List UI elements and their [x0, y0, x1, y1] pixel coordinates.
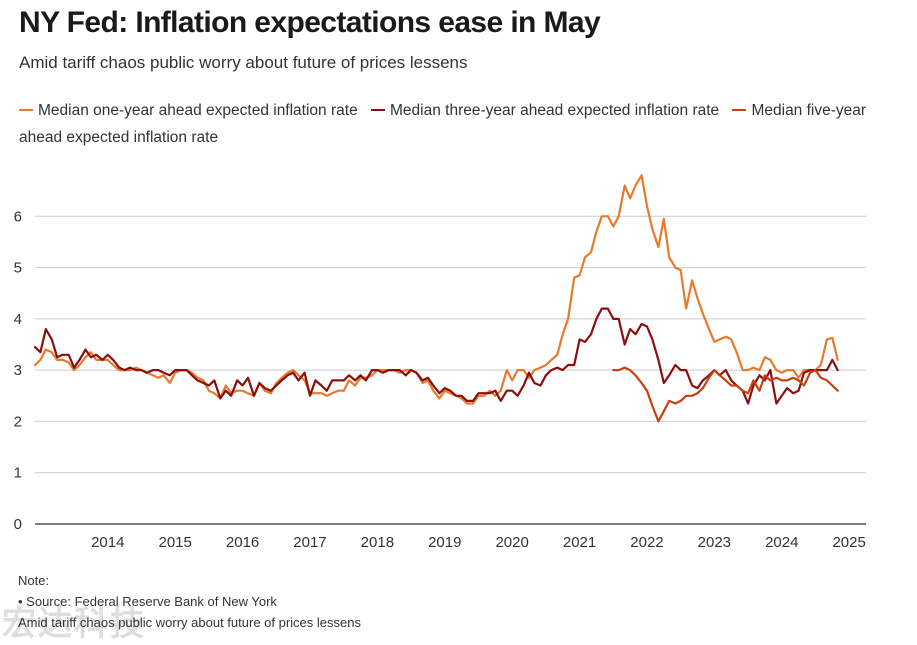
- y-tick-label: 4: [14, 311, 22, 328]
- x-tick-label: 2015: [158, 534, 191, 551]
- x-tick-label: 2021: [563, 534, 596, 551]
- y-tick-label: 6: [14, 208, 22, 225]
- chart-title: NY Fed: Inflation expectations ease in M…: [19, 6, 601, 39]
- x-tick-label: 2020: [495, 534, 528, 551]
- series-line-3: [612, 366, 839, 423]
- x-tick-label: 2019: [428, 534, 461, 551]
- chart-notes: Note: • Source: Federal Reserve Bank of …: [18, 570, 361, 633]
- chart-subtitle: Amid tariff chaos public worry about fut…: [19, 53, 468, 72]
- y-tick-label: 0: [14, 516, 22, 533]
- x-tick-label: 2023: [698, 534, 731, 551]
- x-tick-label: 2018: [361, 534, 394, 551]
- y-tick-label: 1: [14, 465, 22, 482]
- series-line-1: [33, 174, 839, 405]
- legend-swatch-three-year: [371, 108, 385, 111]
- caption-note: Amid tariff chaos public worry about fut…: [18, 615, 361, 630]
- legend-label-three-year: Median three-year ahead expected inflati…: [390, 102, 720, 119]
- legend-swatch-one-year: [19, 108, 33, 111]
- watermark-logo: 宏达科技: [2, 604, 146, 644]
- source-note: • Source: Federal Reserve Bank of New Yo…: [18, 594, 277, 609]
- note-label: Note:: [18, 573, 50, 588]
- y-tick-label: 5: [14, 260, 22, 277]
- legend-item-three-year: Median three-year ahead expected inflati…: [371, 102, 719, 119]
- series-line-2: [33, 307, 839, 405]
- x-tick-label: 2016: [226, 534, 259, 551]
- x-tick-label: 2022: [630, 534, 663, 551]
- legend-label-five-year: Median five-year ahead expected inflatio…: [19, 102, 867, 146]
- legend-item-five-year: Median five-year ahead expected inflatio…: [19, 102, 866, 146]
- x-tick-label: 2014: [91, 534, 124, 551]
- y-tick-label: 3: [14, 362, 22, 379]
- x-tick-label: 2025: [832, 534, 865, 551]
- x-tick-label: 2024: [765, 534, 798, 551]
- y-tick-label: 2: [14, 413, 22, 430]
- chart-legend: Median one-year ahead expected inflation…: [19, 97, 879, 151]
- x-tick-label: 2017: [293, 534, 326, 551]
- legend-item-one-year: Median one-year ahead expected inflation…: [19, 102, 358, 119]
- legend-swatch-five-year: [732, 108, 747, 111]
- legend-label-one-year: Median one-year ahead expected inflation…: [38, 102, 358, 119]
